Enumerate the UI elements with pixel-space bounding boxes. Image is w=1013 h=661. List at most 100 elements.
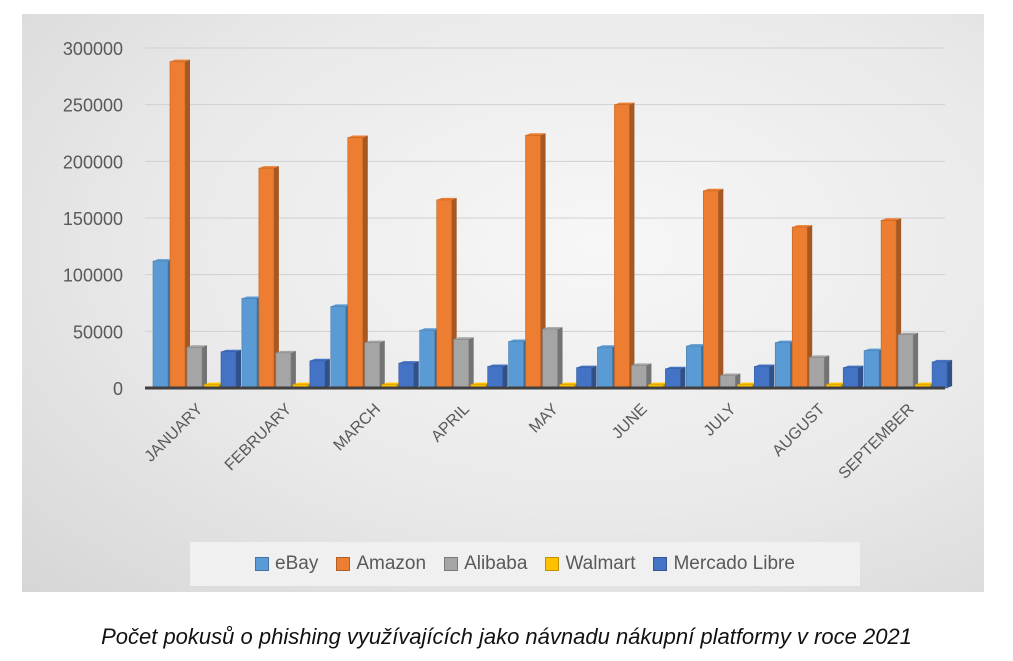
legend-swatch: [444, 557, 459, 571]
x-tick-label: AUGUST: [769, 401, 828, 460]
bar-top: [204, 382, 224, 385]
bar-side: [646, 363, 652, 388]
bar-alibaba: [364, 342, 381, 389]
legend: eBay Amazon Alibaba Walmart Mercado Libre: [190, 542, 860, 586]
bar-top: [720, 373, 741, 376]
bar-mercado-libre: [487, 366, 503, 389]
bar-side: [468, 337, 474, 388]
bar-alibaba: [808, 357, 825, 389]
bar-side: [379, 340, 385, 388]
bar-side: [273, 166, 279, 388]
bar-ebay: [774, 342, 791, 389]
bar-top: [843, 365, 864, 368]
bar-side: [362, 135, 368, 388]
chart-panel: 0 50000 100000 150000 200000 250000 300000 JANU…: [22, 14, 984, 592]
bar-ebay: [863, 350, 880, 389]
y-tick-label: 250000: [63, 96, 123, 116]
legend-label: Walmart: [565, 553, 636, 574]
bar-top: [258, 166, 279, 169]
bar-mercado-libre: [398, 362, 415, 389]
y-tick-label: 50000: [73, 322, 123, 342]
bar-top: [330, 304, 351, 307]
bar-top: [648, 382, 669, 385]
y-tick-label: 100000: [63, 266, 123, 286]
bar-top: [915, 382, 936, 385]
bar-amazon: [169, 61, 186, 389]
bar-side: [680, 366, 686, 388]
bar-top: [737, 382, 758, 385]
bar-top: [436, 197, 457, 200]
bar-alibaba: [631, 365, 647, 389]
x-tick-label: MARCH: [331, 401, 385, 455]
bar-mercado-libre: [842, 367, 859, 389]
bar-top: [614, 102, 635, 105]
y-tick-label: 0: [113, 379, 123, 399]
bar-top: [241, 296, 262, 299]
y-tick-label: 150000: [63, 209, 123, 229]
x-tick-label: FEBRUARY: [222, 401, 296, 475]
legend-swatch: [336, 557, 351, 571]
bar-top: [754, 364, 775, 367]
bar-top: [703, 188, 724, 191]
legend-label: Amazon: [356, 553, 427, 574]
bar-alibaba: [186, 346, 203, 389]
legend-label: eBay: [275, 553, 319, 574]
legend-label: Alibaba: [464, 553, 528, 574]
bar-ebay: [597, 346, 613, 389]
bar-chart: 0 50000 100000 150000 200000 250000 300000 JANU…: [63, 39, 953, 483]
bar-amazon: [258, 167, 275, 389]
x-tick-label: APRIL: [428, 401, 473, 446]
bar-top: [419, 328, 440, 331]
bar-top: [881, 218, 902, 221]
bar-mercado-libre: [754, 366, 770, 389]
bar-top: [665, 366, 686, 369]
bar-ebay: [152, 260, 169, 389]
bar-mercado-libre: [220, 351, 237, 389]
bar-side: [591, 365, 597, 388]
bar-amazon: [703, 190, 719, 389]
bar-alibaba: [275, 352, 292, 389]
legend-swatch: [255, 557, 270, 571]
bar-amazon: [347, 137, 364, 389]
bar-side: [858, 365, 864, 388]
bar-top: [559, 382, 580, 385]
bar-top: [170, 59, 190, 62]
bar-side: [185, 59, 190, 388]
bar-ebay: [419, 329, 435, 389]
bar-top: [347, 135, 368, 138]
bar-top: [826, 382, 847, 385]
y-tick-label: 200000: [63, 152, 123, 172]
legend-swatch: [545, 557, 560, 571]
legend-swatch: [653, 557, 668, 571]
bar-top: [309, 358, 330, 361]
bar-ebay: [508, 341, 524, 389]
legend-item: Walmart: [545, 553, 635, 575]
bar-alibaba: [720, 375, 736, 389]
bar-amazon: [436, 199, 452, 389]
x-tick-label: JUNE: [609, 401, 651, 443]
bar-top: [221, 349, 241, 352]
bar-top: [775, 340, 796, 343]
bar-ebay: [241, 298, 258, 389]
bar-mercado-libre: [931, 361, 948, 389]
bar-top: [809, 355, 830, 358]
bar-top: [898, 332, 919, 335]
bar-side: [202, 345, 207, 388]
bar-top: [153, 259, 173, 262]
x-tick-label: SEPTEMBER: [836, 401, 918, 483]
bar-side: [290, 350, 296, 388]
bar-side: [324, 358, 330, 388]
bar-side: [824, 355, 830, 388]
bar-amazon: [880, 219, 897, 389]
bar-alibaba: [897, 334, 914, 389]
bar-side: [236, 349, 241, 388]
bar-side: [947, 359, 953, 388]
bar-top: [364, 340, 385, 343]
bar-top: [275, 350, 296, 353]
bar-alibaba: [453, 338, 469, 389]
bar-amazon: [791, 226, 808, 389]
bar-top: [398, 361, 419, 364]
legend-label: Mercado Libre: [673, 553, 795, 574]
bar-alibaba: [542, 328, 558, 389]
figure-caption: Počet pokusů o phishing využívajících ja…: [101, 624, 912, 649]
